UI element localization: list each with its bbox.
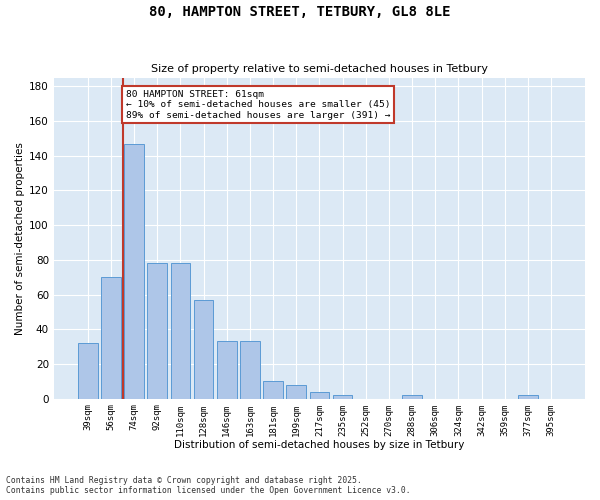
Bar (402, 396, 422, 398)
Bar (240, 342, 260, 398)
Text: 80, HAMPTON STREET, TETBURY, GL8 8LE: 80, HAMPTON STREET, TETBURY, GL8 8LE (149, 5, 451, 19)
Bar (263, 382, 283, 398)
Bar (518, 396, 538, 398)
Bar (78, 343, 98, 398)
Bar (124, 144, 144, 398)
Bar (310, 392, 329, 398)
Text: Contains HM Land Registry data © Crown copyright and database right 2025.
Contai: Contains HM Land Registry data © Crown c… (6, 476, 410, 495)
Title: Size of property relative to semi-detached houses in Tetbury: Size of property relative to semi-detach… (151, 64, 488, 74)
Bar (217, 342, 236, 398)
Bar (148, 264, 167, 398)
Bar (286, 385, 306, 398)
Bar (333, 396, 352, 398)
Bar (194, 300, 214, 398)
Bar (101, 277, 121, 398)
X-axis label: Distribution of semi-detached houses by size in Tetbury: Distribution of semi-detached houses by … (174, 440, 464, 450)
Text: 80 HAMPTON STREET: 61sqm
← 10% of semi-detached houses are smaller (45)
89% of s: 80 HAMPTON STREET: 61sqm ← 10% of semi-d… (126, 90, 391, 120)
Bar (170, 264, 190, 398)
Y-axis label: Number of semi-detached properties: Number of semi-detached properties (15, 142, 25, 334)
